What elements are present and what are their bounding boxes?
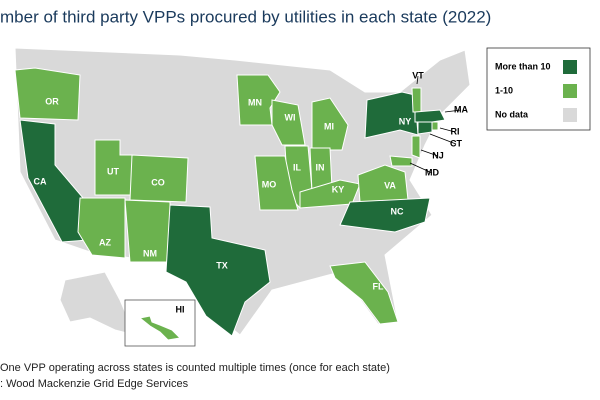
state-label: RI (451, 126, 460, 136)
state-label: CT (450, 138, 462, 148)
state (254, 155, 299, 211)
state (431, 121, 439, 131)
leader-line (429, 133, 457, 145)
state-label: MI (324, 121, 334, 131)
state-label: UT (107, 166, 119, 176)
state (357, 164, 409, 203)
state-label: AZ (99, 237, 111, 247)
source: : Wood Mackenzie Grid Edge Services (0, 378, 189, 390)
state (236, 74, 281, 126)
state (339, 197, 431, 233)
state-label: TX (216, 260, 228, 270)
state (417, 121, 433, 135)
legend-label: 1-10 (495, 85, 513, 95)
state (311, 97, 349, 151)
state-label: VT (412, 70, 424, 80)
state (364, 91, 419, 139)
state (165, 204, 271, 337)
legend-swatch (563, 108, 577, 122)
state-label: IL (293, 162, 302, 172)
state (271, 99, 306, 146)
state (129, 154, 189, 203)
footnote: One VPP operating across states is count… (0, 362, 390, 374)
state-label: NJ (432, 150, 444, 160)
state (411, 135, 421, 159)
legend-label: More than 10 (495, 61, 551, 71)
state-label: OR (45, 96, 59, 106)
state (77, 197, 126, 259)
state-label: MD (425, 167, 439, 177)
leader-line (409, 162, 433, 174)
state-label: FL (373, 281, 384, 291)
state-label: HI (176, 304, 185, 314)
state-label: WI (285, 112, 296, 122)
state (138, 315, 182, 341)
state (414, 109, 446, 123)
state-label: NM (143, 248, 157, 258)
leader-line (439, 127, 456, 133)
state (329, 261, 399, 325)
state-label: MO (262, 179, 277, 189)
state-label: NY (399, 116, 412, 126)
hawaii-inset (124, 299, 196, 347)
title: mber of third party VPPs procured by uti… (0, 7, 491, 26)
legend-swatch (563, 84, 577, 98)
state-label: IN (316, 162, 325, 172)
state (411, 87, 422, 113)
state-label: CO (151, 177, 165, 187)
legend-label: No data (495, 109, 529, 119)
leader-line (416, 75, 419, 85)
alaska (59, 271, 136, 336)
state-label: CA (34, 176, 47, 186)
leader-line (444, 109, 462, 113)
state-label: MA (454, 104, 468, 114)
state-label: NC (391, 206, 404, 216)
state (14, 67, 81, 121)
leader-line (420, 149, 439, 157)
legend-swatch (563, 60, 577, 74)
state (299, 179, 361, 209)
state-label: KY (332, 184, 345, 194)
state-label: MN (248, 97, 262, 107)
state-label: VA (384, 180, 396, 190)
state (389, 155, 413, 167)
